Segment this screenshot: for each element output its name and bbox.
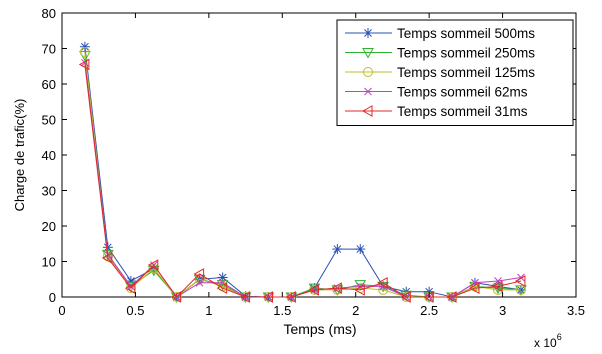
legend: Temps sommeil 500ms Temps sommeil 250ms Te… <box>336 19 574 126</box>
data-point <box>170 291 182 303</box>
data-point <box>193 268 205 280</box>
y-tick-label: 30 <box>42 184 56 199</box>
legend-marker <box>362 48 374 59</box>
data-point <box>400 291 411 303</box>
data-point <box>147 259 159 271</box>
data-point <box>262 291 273 303</box>
y-tick-label: 50 <box>42 113 56 128</box>
x-tick-label: 3.5 <box>567 303 585 318</box>
legend-entry-label: Temps sommeil 125ms <box>397 65 535 80</box>
data-point <box>308 284 319 296</box>
data-point <box>494 277 502 285</box>
data-point <box>285 291 296 303</box>
x-tick-label: 2.5 <box>420 303 438 318</box>
data-point <box>377 276 388 289</box>
data-point <box>471 278 479 287</box>
series-layer <box>78 41 527 304</box>
legend-marker <box>363 67 373 77</box>
data-point <box>491 280 503 293</box>
data-point <box>514 275 526 287</box>
y-tick-label: 70 <box>42 42 56 57</box>
y-tick-label: 40 <box>42 148 56 163</box>
data-point <box>332 244 343 255</box>
y-tick-label: 60 <box>42 77 56 92</box>
data-point <box>78 58 90 71</box>
legend-marker <box>361 105 373 117</box>
x-tick-label: 1.5 <box>273 303 291 318</box>
y-tick-label: 10 <box>42 255 56 270</box>
data-point <box>195 278 204 287</box>
legend-entry-label: Temps sommeil 250ms <box>397 46 535 61</box>
data-point <box>216 282 228 294</box>
x-tick-label: 2 <box>352 303 359 318</box>
legend-entry-label: Temps sommeil 62ms <box>397 85 528 100</box>
legend-entry-label: Temps sommeil 500ms <box>397 26 535 41</box>
ticks-layer: 0 0.5 1 1.5 2 2.5 3 3.5 0 10 20 30 40 50 60 70 80 <box>42 6 586 318</box>
legend-box <box>336 19 574 126</box>
data-point <box>355 244 366 255</box>
data-point <box>515 284 526 295</box>
legend-marker <box>363 28 373 38</box>
y-tick-label: 80 <box>42 6 56 21</box>
data-point <box>79 47 90 58</box>
data-point <box>354 280 367 291</box>
legend-entry-label: Temps sommeil 31ms <box>397 104 528 119</box>
data-point <box>124 282 136 294</box>
x-multiplier-label: x 106 <box>534 332 562 350</box>
x-tick-label: 0 <box>58 303 65 318</box>
x-tick-label: 1 <box>205 303 212 318</box>
data-point <box>218 278 227 287</box>
data-point <box>468 282 480 294</box>
y-tick-label: 20 <box>42 219 56 234</box>
y-tick-label: 0 <box>49 290 56 305</box>
x-axis-label: Temps (ms) <box>283 321 356 337</box>
data-point <box>354 284 365 296</box>
data-point <box>446 291 457 303</box>
data-point <box>239 291 251 303</box>
y-axis-label: Charge de trafic(%) <box>12 99 27 212</box>
x-tick-label: 3 <box>499 303 506 318</box>
legend-marker <box>364 87 372 96</box>
data-point <box>79 41 90 52</box>
data-point <box>331 282 342 294</box>
x-tick-label: 0.5 <box>126 303 144 318</box>
data-point <box>101 252 113 264</box>
